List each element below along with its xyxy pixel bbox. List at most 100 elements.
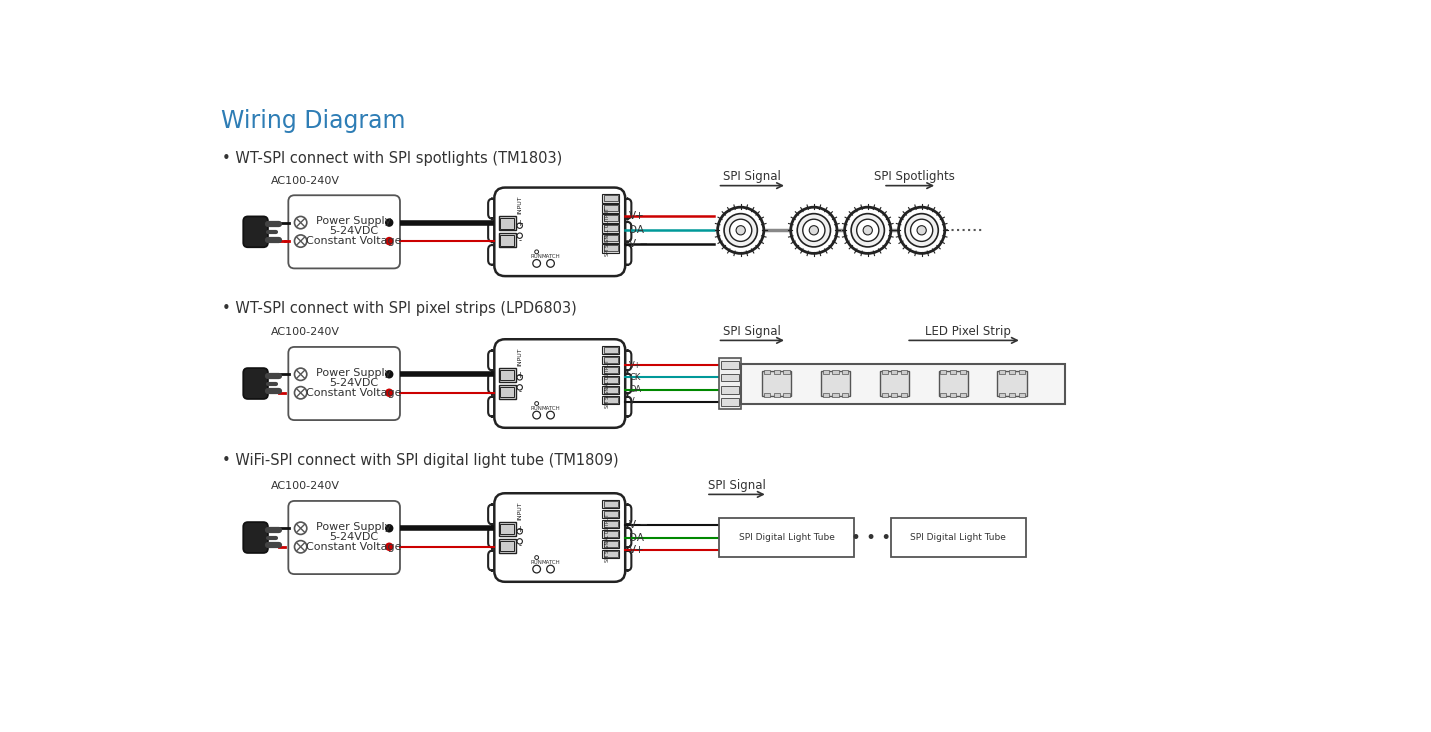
Bar	[602, 530, 620, 538]
FancyBboxPatch shape	[624, 198, 631, 219]
Text: SPI Digital Light Tube: SPI Digital Light Tube	[910, 533, 1006, 542]
FancyBboxPatch shape	[288, 195, 401, 269]
Bar	[499, 368, 515, 382]
Bar	[902, 370, 907, 374]
FancyBboxPatch shape	[624, 245, 631, 265]
FancyBboxPatch shape	[488, 504, 497, 524]
Bar	[721, 398, 740, 406]
Bar	[604, 501, 618, 507]
Circle shape	[717, 207, 764, 253]
Text: 5-24VDC: 5-24VDC	[329, 226, 378, 236]
Circle shape	[910, 219, 933, 242]
Text: Constant Voltage: Constant Voltage	[306, 388, 401, 397]
Bar	[602, 244, 620, 253]
Circle shape	[517, 539, 522, 544]
Circle shape	[810, 225, 819, 235]
Bar	[721, 386, 740, 394]
Bar	[602, 214, 620, 223]
Bar	[823, 393, 829, 397]
FancyBboxPatch shape	[624, 222, 631, 242]
Text: Power Supply: Power Supply	[316, 216, 391, 226]
Bar	[823, 370, 829, 374]
Bar	[604, 347, 618, 353]
Bar	[604, 551, 618, 557]
Bar	[602, 396, 620, 404]
Bar	[499, 217, 515, 231]
Text: INPUT: INPUT	[517, 347, 522, 366]
Bar	[774, 370, 780, 374]
Bar	[501, 235, 514, 246]
Bar	[892, 393, 897, 397]
FancyBboxPatch shape	[488, 351, 497, 370]
Circle shape	[532, 565, 541, 573]
Bar	[950, 393, 956, 397]
Circle shape	[385, 542, 394, 551]
Circle shape	[547, 260, 554, 267]
Text: SPI SIGNAL OUTPUT: SPI SIGNAL OUTPUT	[605, 359, 610, 408]
Bar	[501, 218, 514, 228]
Text: MATCH: MATCH	[541, 406, 560, 411]
FancyBboxPatch shape	[288, 347, 401, 420]
Bar	[602, 376, 620, 384]
Text: INPUT: INPUT	[517, 195, 522, 214]
Bar	[602, 520, 620, 529]
Bar	[881, 393, 887, 397]
Text: -: -	[518, 236, 521, 244]
Circle shape	[857, 219, 879, 242]
Bar	[940, 370, 946, 374]
Text: CK: CK	[630, 373, 641, 382]
Bar	[604, 397, 618, 403]
Text: Constant Voltage: Constant Voltage	[306, 236, 401, 246]
Bar	[501, 386, 514, 397]
FancyBboxPatch shape	[288, 501, 401, 574]
Circle shape	[736, 225, 746, 235]
Bar	[602, 500, 620, 508]
Text: • WiFi-SPI connect with SPI digital light tube (TM1809): • WiFi-SPI connect with SPI digital ligh…	[222, 453, 620, 468]
Bar	[604, 357, 618, 363]
Circle shape	[791, 207, 837, 253]
Bar	[880, 371, 909, 396]
Bar	[720, 359, 741, 408]
Circle shape	[535, 250, 538, 254]
Bar	[604, 245, 618, 252]
Text: RUN: RUN	[531, 406, 542, 411]
Bar	[999, 393, 1006, 397]
Bar	[499, 539, 515, 553]
Bar	[602, 509, 620, 518]
Circle shape	[851, 214, 884, 247]
Bar	[892, 518, 1026, 557]
FancyBboxPatch shape	[488, 198, 497, 219]
Circle shape	[517, 375, 522, 380]
Circle shape	[535, 402, 538, 406]
Bar	[833, 393, 839, 397]
Text: +: +	[517, 219, 524, 228]
Bar	[950, 370, 956, 374]
Circle shape	[535, 556, 538, 559]
Bar	[764, 370, 770, 374]
Text: V: V	[630, 397, 635, 406]
Bar	[763, 371, 791, 396]
Circle shape	[917, 225, 926, 235]
Circle shape	[532, 260, 541, 267]
Text: AC100-240V: AC100-240V	[270, 327, 341, 337]
Text: INPUT: INPUT	[517, 501, 522, 520]
Bar	[940, 393, 946, 397]
Text: Constant Voltage: Constant Voltage	[306, 542, 401, 552]
Circle shape	[385, 370, 394, 378]
Circle shape	[517, 529, 522, 534]
Text: • WT-SPI connect with SPI pixel strips (LPD6803): • WT-SPI connect with SPI pixel strips (…	[222, 302, 577, 316]
Text: V+: V+	[630, 545, 645, 555]
Circle shape	[904, 214, 939, 247]
Bar	[602, 234, 620, 242]
FancyBboxPatch shape	[488, 222, 497, 242]
Text: SPI SIGNAL OUTPUT: SPI SIGNAL OUTPUT	[605, 513, 610, 561]
FancyBboxPatch shape	[488, 397, 497, 417]
Circle shape	[295, 235, 306, 247]
Text: V −: V −	[630, 520, 648, 530]
Text: AC100-240V: AC100-240V	[270, 176, 341, 186]
Text: • WT-SPI connect with SPI spotlights (TM1803): • WT-SPI connect with SPI spotlights (TM…	[222, 152, 562, 166]
Circle shape	[532, 411, 541, 419]
Bar	[833, 370, 839, 374]
FancyBboxPatch shape	[494, 339, 625, 427]
Circle shape	[385, 524, 394, 532]
